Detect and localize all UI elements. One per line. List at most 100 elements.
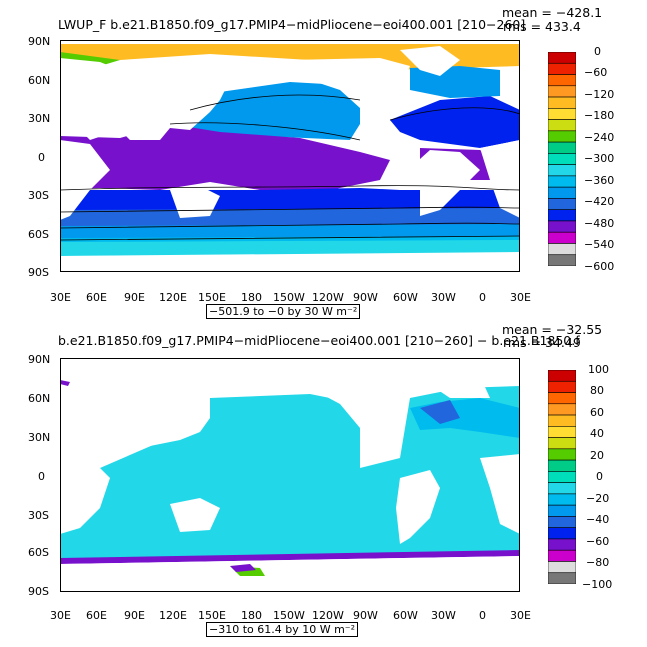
bottom-rms-value: rms = 34.49 <box>503 335 581 350</box>
top-lon-label: 180 <box>241 291 262 304</box>
bottom-colorbar-label: −40 <box>586 513 610 526</box>
bottom-colorbar-swatch <box>548 459 576 472</box>
top-colorbar-swatch <box>548 164 576 177</box>
bottom-lon-label: 150E <box>198 609 226 622</box>
top-land-north-america <box>290 58 410 148</box>
bottom-lon-label: 0 <box>479 609 486 622</box>
bottom-land-north-america <box>310 386 410 468</box>
top-land-south-america <box>410 150 480 216</box>
top-colorbar-label: −180 <box>584 109 615 122</box>
top-colorbar-swatch <box>548 153 576 165</box>
bottom-lat-label: 30N <box>28 431 51 444</box>
top-colorbar-swatch <box>548 220 576 233</box>
bottom-antarctic-rim <box>60 550 520 564</box>
top-colorbar-swatch <box>548 74 576 87</box>
top-lat-label: 90N <box>28 35 51 48</box>
top-colorbar-swatch <box>548 130 576 143</box>
top-colorbar-swatch <box>548 231 576 244</box>
bottom-land-antarctica <box>60 556 520 592</box>
top-colorbar-label: −300 <box>584 152 615 165</box>
bottom-colorbar-swatch <box>548 471 576 483</box>
bottom-colorbar-swatch <box>548 538 576 551</box>
top-land-africa <box>60 140 110 220</box>
bottom-colorbar-label: 20 <box>590 449 604 462</box>
top-rms-value: rms = 433.4 <box>503 19 581 34</box>
top-colorbar-label: −120 <box>584 88 615 101</box>
top-colorbar-swatch <box>548 52 576 64</box>
top-colorbar-label: −240 <box>584 131 615 144</box>
bottom-colorbar <box>548 370 576 584</box>
bottom-colorbar-label: 0 <box>596 470 603 483</box>
top-lat-label: 0 <box>38 151 45 164</box>
top-colorbar-swatch <box>548 198 576 210</box>
bottom-colorbar-swatch <box>548 414 576 427</box>
bottom-lon-label: 180 <box>241 609 262 622</box>
top-colorbar-label: −540 <box>584 238 615 251</box>
top-contours <box>60 94 520 241</box>
bottom-landmasses <box>60 376 520 592</box>
bottom-weddell-blob-edge <box>230 564 256 572</box>
bottom-colorbar-swatch <box>548 437 576 450</box>
bottom-colorbar-label: 80 <box>590 384 604 397</box>
top-colorbar-swatch <box>548 243 576 256</box>
top-range-label: −501.9 to −0 by 30 W m⁻² <box>206 304 361 319</box>
top-colorbar-swatch <box>548 119 576 132</box>
top-lon-label: 0 <box>479 291 486 304</box>
top-colorbar-label: 0 <box>594 45 601 58</box>
top-north-atlantic-upper <box>410 66 500 98</box>
top-colorbar-label: −600 <box>584 260 615 273</box>
top-southern-band-1 <box>60 208 520 228</box>
bottom-colorbar-swatch <box>548 426 576 438</box>
top-lon-label: 60W <box>393 291 418 304</box>
bottom-colorbar-swatch <box>548 448 576 461</box>
bottom-lon-label: 90W <box>353 609 378 622</box>
top-colorbar-swatch <box>548 254 576 266</box>
bottom-lon-label: 120E <box>159 609 187 622</box>
bottom-colorbar-swatch <box>548 392 576 405</box>
bottom-colorbar-label: −100 <box>582 578 613 591</box>
top-lon-label: 30E <box>50 291 71 304</box>
bottom-colorbar-swatch <box>548 572 576 584</box>
bottom-map <box>60 358 520 592</box>
top-colorbar-swatch <box>548 186 576 199</box>
top-colorbar-swatch <box>548 96 576 109</box>
bottom-lon-label: 90E <box>124 609 145 622</box>
bottom-lat-label: 90S <box>28 585 49 598</box>
top-lon-label: 90W <box>353 291 378 304</box>
bottom-colorbar-swatch <box>548 561 576 574</box>
bottom-colorbar-label: 40 <box>590 427 604 440</box>
bottom-land-africa-east <box>480 454 520 534</box>
top-lat-label: 30S <box>28 189 49 202</box>
top-lon-label: 60E <box>86 291 107 304</box>
bottom-lon-label: 60W <box>393 609 418 622</box>
top-colorbar-swatch <box>548 175 576 188</box>
bottom-north-atlantic-core <box>420 400 460 424</box>
top-lon-label: 90E <box>124 291 145 304</box>
bottom-lon-label: 30E <box>50 609 71 622</box>
top-lon-label: 150W <box>273 291 305 304</box>
top-colorbar-swatch <box>548 85 576 98</box>
top-colorbar-label: −360 <box>584 174 615 187</box>
bottom-lat-label: 90N <box>28 353 51 366</box>
top-lon-label: 30E <box>510 291 531 304</box>
bottom-colorbar-swatch <box>548 482 576 495</box>
bottom-arctic-tip <box>60 380 70 386</box>
bottom-lon-label: 30W <box>431 609 456 622</box>
bottom-land-greenland <box>420 376 490 398</box>
top-mean-value: mean = −428.1 <box>502 5 603 20</box>
top-lon-label: 30W <box>431 291 456 304</box>
bottom-colorbar-swatch <box>548 504 576 517</box>
bottom-land-eurasia <box>60 388 210 454</box>
bottom-land-australia <box>170 498 220 532</box>
top-north-atlantic <box>390 96 520 148</box>
bottom-land-africa <box>60 454 110 534</box>
top-colorbar <box>548 52 576 266</box>
top-colorbar-label: −420 <box>584 195 615 208</box>
top-antarctic-band <box>60 240 520 256</box>
bottom-panel-title: b.e21.B1850.f09_g17.PMIP4−midPliocene−eo… <box>58 333 580 348</box>
top-lat-label: 60S <box>28 228 49 241</box>
bottom-colorbar-swatch <box>548 516 576 528</box>
top-colorbar-swatch <box>548 108 576 120</box>
bottom-colorbar-swatch <box>548 370 576 382</box>
bottom-lat-label: 60S <box>28 546 49 559</box>
